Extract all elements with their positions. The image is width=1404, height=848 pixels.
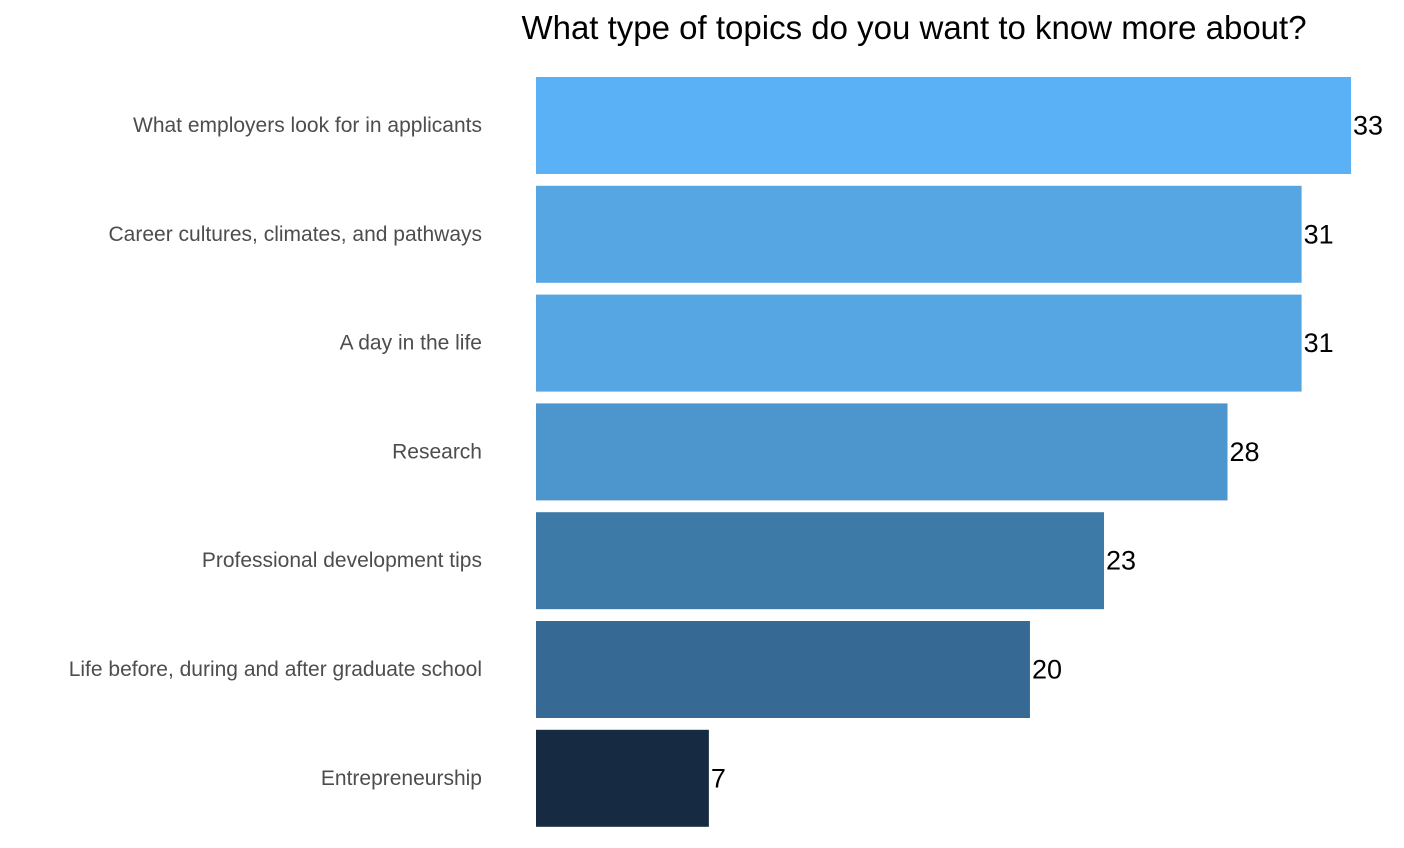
value-labels: 33 31 31 28 23 20 7 bbox=[711, 111, 1383, 794]
value-label: 31 bbox=[1304, 219, 1334, 249]
bar-life-before-during-and-after-graduate-school bbox=[536, 621, 1030, 718]
chart-title: What type of topics do you want to know … bbox=[521, 9, 1306, 46]
category-label: Life before, during and after graduate s… bbox=[69, 658, 482, 681]
value-label: 7 bbox=[711, 763, 726, 793]
bar-research bbox=[536, 403, 1228, 501]
category-label: Career cultures, climates, and pathways bbox=[109, 223, 483, 246]
category-label: Research bbox=[392, 440, 482, 463]
value-label: 33 bbox=[1353, 111, 1383, 141]
bar-professional-development-tips bbox=[536, 512, 1105, 610]
bars bbox=[536, 77, 1351, 827]
bar-career-cultures-climates-and-pathways bbox=[536, 185, 1302, 283]
category-label: Professional development tips bbox=[202, 549, 482, 572]
value-label: 20 bbox=[1032, 655, 1062, 685]
category-label: What employers look for in applicants bbox=[133, 114, 482, 137]
category-label: Entrepreneurship bbox=[321, 767, 482, 790]
value-label: 28 bbox=[1230, 437, 1260, 467]
value-label: 31 bbox=[1304, 328, 1334, 358]
bar-entrepreneurship bbox=[536, 729, 709, 827]
bar-a-day-in-the-life bbox=[536, 294, 1302, 392]
category-label: A day in the life bbox=[340, 332, 482, 355]
bar-what-employers-look-for-in-applicants bbox=[536, 77, 1351, 174]
value-label: 23 bbox=[1106, 546, 1136, 576]
category-labels: What employers look for in applicants Car… bbox=[69, 114, 482, 790]
